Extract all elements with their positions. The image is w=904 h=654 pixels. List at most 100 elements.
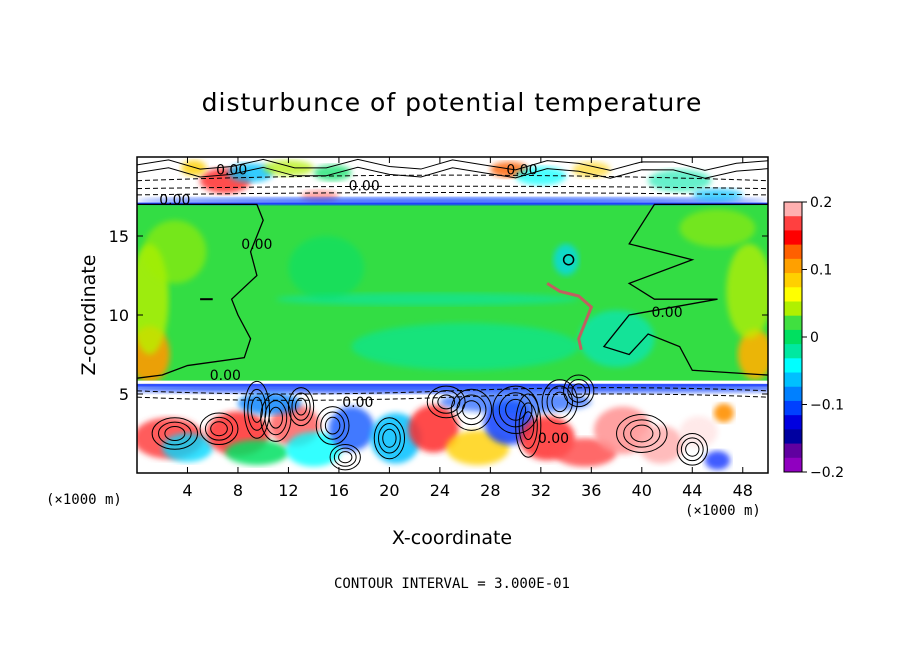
contour-label: 0.00 — [241, 237, 272, 253]
field-blob — [679, 209, 756, 248]
colorbar-swatch — [784, 301, 802, 317]
field-blob — [351, 322, 579, 371]
contour-line — [137, 203, 264, 379]
contour-line — [268, 406, 283, 429]
contour-interval-note: CONTOUR INTERVAL = 3.000E-01 — [333, 576, 570, 592]
contour-line — [137, 158, 768, 171]
x-tick-label: 16 — [329, 481, 349, 500]
x-axis-label: X-coordinate — [391, 527, 513, 549]
field-blob — [181, 160, 207, 176]
contour-line — [567, 378, 591, 403]
contour-line — [315, 406, 350, 446]
contour-label: 0.00 — [216, 163, 247, 179]
x-tick-label: 32 — [531, 481, 551, 500]
y-tick-label: 5 — [119, 385, 129, 404]
colorbar-swatch — [784, 457, 802, 473]
contour-line — [462, 400, 481, 420]
field-blob — [593, 406, 652, 455]
field-blob — [263, 160, 314, 176]
contour-line — [287, 387, 315, 427]
field-blob — [726, 243, 768, 339]
contour-line — [563, 374, 595, 408]
field-blob — [638, 425, 684, 464]
field-blob — [692, 188, 743, 202]
field-blob — [578, 310, 655, 368]
contour-label: 0.00 — [342, 395, 373, 411]
colorbar-tick-label: −0.1 — [810, 398, 844, 414]
x-unit-left: (×1000 m) — [46, 492, 122, 508]
field-blob — [275, 292, 579, 306]
field-blob — [713, 403, 734, 423]
contour-line — [546, 282, 594, 351]
field-blob — [285, 431, 342, 467]
contour-line — [571, 383, 586, 399]
contour-line — [329, 444, 361, 471]
colorbar-swatch — [784, 344, 802, 359]
contour-line — [137, 185, 768, 190]
field-blob — [162, 433, 213, 462]
field-blob — [313, 164, 352, 181]
contour-line — [522, 411, 535, 441]
colorbar-tick-label: 0.1 — [810, 263, 832, 279]
field-blob — [553, 243, 579, 276]
colorbar-swatch — [784, 329, 802, 345]
contour-line — [432, 390, 461, 414]
contour-line — [602, 203, 768, 376]
x-tick-label: 44 — [682, 481, 702, 500]
field-blob — [648, 169, 712, 192]
x-tick-label: 40 — [632, 481, 652, 500]
colorbar-tick-label: 0.2 — [810, 195, 832, 211]
contour-line — [320, 411, 345, 440]
field-blob — [408, 405, 459, 453]
contour-line — [295, 397, 308, 416]
x-unit-right: (×1000 m) — [685, 503, 761, 519]
contour-line — [437, 394, 456, 410]
contour-line — [382, 428, 397, 448]
colorbar-swatch — [784, 244, 802, 260]
y-ticks: 5 10 15 — [109, 227, 768, 404]
colorbar-swatch — [784, 216, 802, 231]
contour-line — [158, 421, 192, 446]
field-blob — [737, 329, 768, 380]
colorbar-swatch — [784, 287, 802, 302]
contour-line — [676, 433, 708, 466]
contour-line — [426, 385, 466, 419]
colorbar-tick-label: 0 — [810, 330, 819, 346]
contour-line — [137, 166, 768, 179]
x-tick-label: 4 — [182, 481, 192, 500]
colorbar-swatch — [784, 372, 802, 388]
field-blob — [704, 450, 731, 470]
contour-layer — [137, 158, 768, 471]
field-blob — [143, 220, 207, 284]
x-tick-label: 28 — [480, 481, 500, 500]
contour-line — [264, 400, 288, 436]
contour-line — [199, 412, 239, 446]
x-tick-label: 24 — [430, 481, 450, 500]
x-ticks: 4 8 12 16 20 24 28 32 36 40 44 48 — [182, 157, 753, 500]
colorbar-swatch — [784, 400, 802, 416]
contour-line — [137, 387, 768, 395]
contour-label: 0.00 — [159, 193, 190, 209]
contour-line — [338, 451, 353, 464]
x-tick-label: 8 — [233, 481, 243, 500]
colorbar-swatch — [784, 358, 802, 374]
contour-line — [164, 426, 186, 441]
y-tick-label: 10 — [109, 306, 129, 325]
contour-label: 0.00 — [210, 368, 241, 384]
colorbar-swatch — [784, 273, 802, 288]
contour-line — [243, 380, 271, 439]
colorbar-swatch — [784, 315, 802, 331]
contour-line — [204, 416, 234, 441]
contour-label: 0.00 — [651, 305, 682, 321]
contour-line — [210, 421, 228, 437]
x-tick-label: 48 — [733, 481, 753, 500]
contour-line — [616, 414, 668, 453]
contour-line — [546, 385, 573, 419]
contour-line — [291, 392, 311, 421]
contour-line — [456, 394, 487, 426]
colorbar: 0.2 0.1 0 −0.1 −0.2 — [783, 195, 844, 481]
field-blob — [572, 161, 611, 178]
x-tick-label: 36 — [581, 481, 601, 500]
contour-line — [562, 253, 575, 266]
